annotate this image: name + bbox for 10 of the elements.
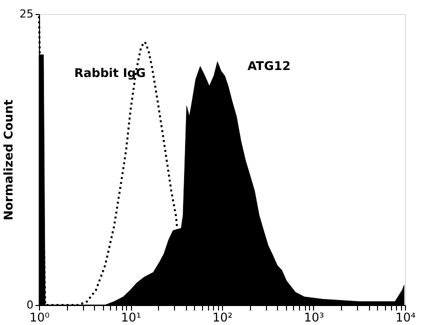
x-tick-label: 10²: [212, 310, 233, 324]
y-tick-label: 25: [20, 8, 34, 20]
x-tick-label: 10⁰: [29, 310, 50, 324]
y-tick-label: 0: [26, 298, 34, 312]
x-tick-label: 10¹: [120, 310, 142, 324]
annotation: Rabbit IgG: [74, 66, 146, 80]
x-tick-label: 10³: [304, 310, 324, 324]
x-tick-label: 10⁴: [395, 310, 416, 324]
y-axis-title: Normalized Count: [2, 99, 16, 220]
annotation: ATG12: [247, 59, 291, 73]
